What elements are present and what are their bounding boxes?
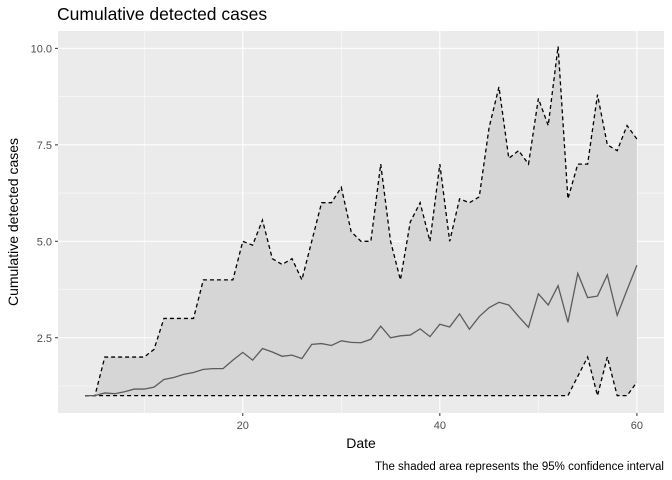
y-tick-label: 7.5 — [37, 140, 52, 152]
y-tick-label: 5.0 — [37, 236, 52, 248]
x-tick-label: 60 — [631, 420, 643, 432]
x-axis-title: Date — [346, 435, 376, 451]
y-axis-title: Cumulative detected cases — [5, 138, 21, 306]
upper-bound-line — [85, 46, 638, 397]
y-tick-label: 2.5 — [37, 333, 52, 345]
confidence-band-layer — [85, 46, 637, 396]
chart-caption: The shaded area represents the 95% confi… — [375, 461, 664, 473]
mean-line — [85, 264, 638, 397]
x-tick-label: 40 — [434, 420, 446, 432]
y-axis: 2.5 5.0 7.5 10.0 — [31, 43, 58, 345]
x-axis: 20 40 60 — [237, 413, 643, 432]
confidence-band — [85, 46, 637, 396]
y-tick-label: 10.0 — [31, 43, 52, 55]
series-lines — [85, 46, 638, 397]
lower-bound-line — [85, 355, 638, 397]
x-tick-label: 20 — [237, 420, 249, 432]
chart-title: Cumulative detected cases — [57, 4, 267, 24]
